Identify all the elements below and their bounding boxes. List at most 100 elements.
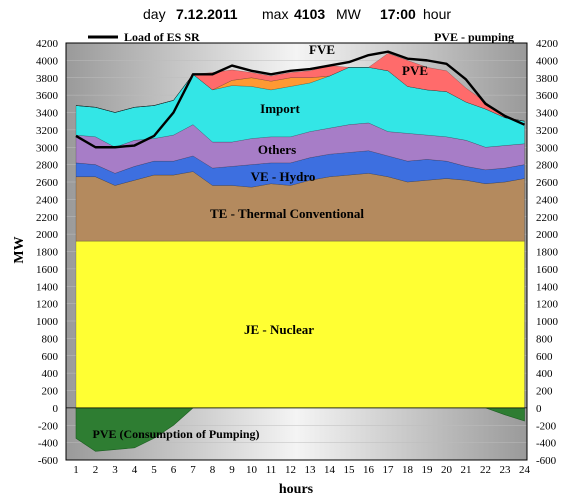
x-tick-label: 22	[480, 464, 491, 476]
x-tick-label: 16	[363, 464, 375, 476]
max-label: max	[262, 6, 289, 22]
y-tick-label-right: 2000	[536, 229, 559, 241]
y-tick-label-right: 3600	[536, 90, 559, 102]
x-tick-label: 5	[151, 464, 157, 476]
y-tick-label-left: 3400	[36, 108, 59, 120]
y-tick-label-left: 2600	[36, 177, 59, 189]
y-tick-label-right: 4000	[536, 55, 559, 67]
y-tick-label-left: 4000	[36, 55, 59, 67]
others-series-label: Others	[258, 142, 296, 157]
x-tick-label: 19	[422, 464, 434, 476]
y-tick-label-left: 1000	[36, 316, 59, 328]
y-tick-label-left: 1800	[36, 247, 59, 259]
y-tick-labels-left: -600 -400 -200 0 200 400 600 800 1000 1200 1400 160…	[36, 38, 59, 467]
x-tick-label: 20	[441, 464, 453, 476]
plot-frame	[65, 42, 528, 461]
y-tick-label-left: 1600	[36, 264, 59, 276]
y-tick-label-right: 1000	[536, 316, 559, 328]
import-series-label: Import	[260, 101, 300, 116]
x-tick-label: 24	[519, 464, 531, 476]
y-tick-label-right: 2400	[536, 194, 559, 206]
pve-series-label: PVE	[402, 63, 428, 78]
y-tick-label-left: 200	[42, 386, 59, 398]
x-tick-label: 12	[285, 464, 296, 476]
y-tick-label-left: -600	[38, 455, 59, 467]
load-line	[75, 50, 525, 149]
stacked-areas	[75, 53, 525, 409]
max-value: 4103	[294, 6, 326, 22]
y-tick-label-left: 2800	[36, 160, 59, 172]
y-tick-label-left: 3600	[36, 90, 59, 102]
y-tick-label-right: 1400	[536, 281, 559, 293]
y-tick-label-right: 3200	[536, 125, 559, 137]
time-value: 17:00	[380, 6, 416, 22]
x-tick-label: 2	[93, 464, 99, 476]
y-tick-label-right: 400	[536, 368, 553, 380]
x-tick-label: 4	[132, 464, 138, 476]
axes	[65, 42, 528, 461]
x-tick-label: 10	[246, 464, 258, 476]
y-tick-label-right: 2800	[536, 160, 559, 172]
day-label: day	[143, 6, 166, 22]
y-tick-label-left: 600	[42, 351, 59, 363]
y-tick-label-left: 1200	[36, 299, 59, 311]
x-tick-label: 7	[190, 464, 196, 476]
hydro-series-label: VE - Hydro	[251, 169, 316, 184]
y-tick-label-left: 3800	[36, 73, 59, 85]
x-tick-label: 9	[229, 464, 235, 476]
nuclear-series-label: JE - Nuclear	[244, 322, 314, 337]
y-tick-label-right: -600	[536, 455, 557, 467]
y-tick-label-right: -200	[536, 420, 557, 432]
x-tick-label: 23	[500, 464, 512, 476]
thermal-series-label: TE - Thermal Conventional	[210, 206, 364, 221]
x-axis-label: hours	[279, 482, 314, 497]
y-tick-label-left: 400	[42, 368, 59, 380]
y-tick-label-left: 4200	[36, 38, 59, 50]
y-tick-label-right: 800	[536, 333, 553, 345]
y-tick-label-right: 4200	[536, 38, 559, 50]
x-tick-labels: 1 2 3 4 5 6 7 8 9 10 11 12 13 14 15 16 17 18 19 20 21 22 23 24	[73, 464, 530, 476]
x-tick-label: 21	[461, 464, 472, 476]
y-tick-label-right: 1800	[536, 247, 559, 259]
y-tick-label-left: 2400	[36, 194, 59, 206]
load-legend-label: Load of ES SR	[124, 30, 200, 44]
x-tick-label: 8	[210, 464, 216, 476]
y-tick-label-right: -400	[536, 438, 557, 450]
y-tick-label-right: 3400	[536, 108, 559, 120]
x-tick-label: 1	[73, 464, 79, 476]
area-hydro	[75, 150, 525, 188]
y-axis-label: MW	[12, 236, 27, 263]
y-tick-label-right: 600	[536, 351, 553, 363]
y-tick-label-right: 2600	[536, 177, 559, 189]
x-tick-label: 3	[112, 464, 118, 476]
y-tick-label-left: 800	[42, 333, 59, 345]
pumping-legend-label: PVE - pumping	[434, 30, 514, 44]
day-value: 7.12.2011	[176, 6, 238, 22]
y-tick-label-right: 2200	[536, 212, 559, 224]
pumping-series-label: PVE (Consumption of Pumping)	[92, 427, 259, 441]
y-tick-label-left: 0	[53, 403, 59, 415]
y-tick-label-left: 2200	[36, 212, 59, 224]
y-tick-label-left: 3000	[36, 142, 59, 154]
y-tick-label-right: 3800	[536, 73, 559, 85]
y-tick-label-right: 1600	[536, 264, 559, 276]
x-tick-label: 18	[402, 464, 414, 476]
y-tick-label-left: 3200	[36, 125, 59, 137]
y-tick-label-left: 2000	[36, 229, 59, 241]
y-tick-label-left: -400	[38, 438, 59, 450]
x-tick-label: 6	[171, 464, 177, 476]
y-tick-label-right: 0	[536, 403, 542, 415]
y-tick-labels-right: -600 -400 -200 0 200 400 600 800 1000 1200 1400 160…	[536, 38, 559, 467]
y-tick-label-left: -200	[38, 420, 59, 432]
x-tick-label: 14	[324, 464, 336, 476]
fve-series-label: FVE	[309, 42, 335, 57]
y-tick-label-right: 200	[536, 386, 553, 398]
y-tick-label-left: 1400	[36, 281, 59, 293]
x-tick-label: 17	[383, 464, 395, 476]
area-others	[75, 122, 525, 174]
max-unit: MW	[336, 6, 361, 22]
load-layer	[75, 50, 525, 149]
y-tick-label-right: 1200	[536, 299, 559, 311]
x-tick-label: 15	[344, 464, 356, 476]
